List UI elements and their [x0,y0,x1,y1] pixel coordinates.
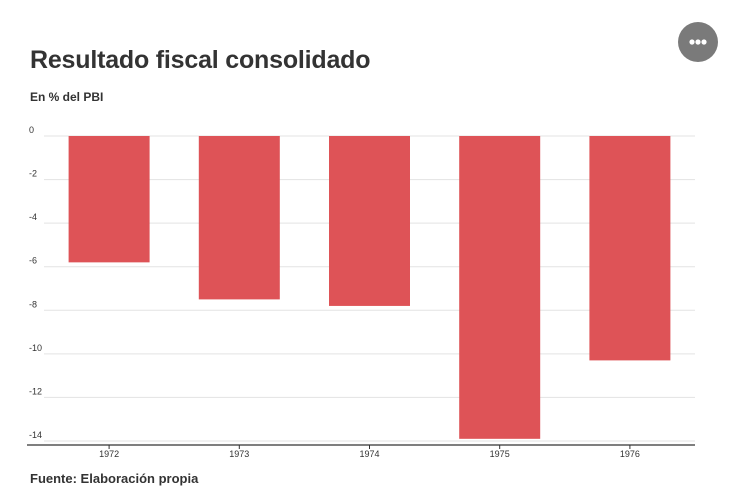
bar-1975 [459,136,541,439]
x-tick-label: 1972 [99,449,119,459]
y-tick-label: -8 [29,299,37,309]
chart-title: Resultado fiscal consolidado [30,46,371,74]
y-tick-label: -10 [29,343,42,353]
y-tick-label: -2 [29,169,37,179]
bar-1976 [589,136,671,361]
y-tick-label: -6 [29,256,37,266]
x-tick-label: 1974 [359,449,379,459]
y-tick-label: -14 [29,430,42,440]
x-tick-label: 1975 [490,449,510,459]
y-tick-label: -4 [29,212,37,222]
source-note: Fuente: Elaboración propia [30,471,199,486]
bar-1974 [329,136,410,306]
chart-subtitle: En % del PBI [30,90,104,104]
more-horizontal-icon [689,39,707,45]
bar-1972 [68,136,150,263]
more-options-button[interactable] [678,22,718,62]
y-tick-label: -12 [29,386,42,396]
x-tick-label: 1973 [229,449,249,459]
x-tick-label: 1976 [620,449,640,459]
y-tick-label: 0 [29,125,34,135]
bar-1973 [198,136,280,300]
